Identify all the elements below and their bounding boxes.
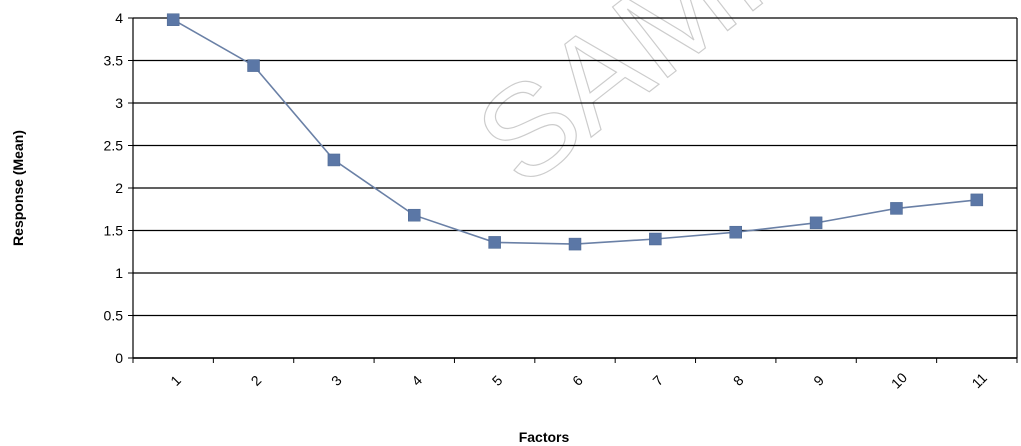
y-tick-labels: 0 0.5 1 1.5 2 2.5 3 3.5 4 xyxy=(104,10,124,366)
data-point-1 xyxy=(166,13,180,26)
data-point-3 xyxy=(327,153,341,167)
y-tick-label-6: 3 xyxy=(115,95,123,111)
x-tick-label-2: 2 xyxy=(248,372,265,389)
y-tick-label-7: 3.5 xyxy=(104,53,124,69)
y-tick-label-0: 0 xyxy=(115,350,123,366)
x-tick-label-10: 10 xyxy=(888,369,910,391)
x-tick-label-8: 8 xyxy=(730,372,747,389)
x-tick-label-7: 7 xyxy=(649,372,666,389)
y-tick-label-3: 1.5 xyxy=(104,223,124,239)
data-point-11 xyxy=(970,193,984,207)
data-point-5 xyxy=(488,236,501,249)
watermark-text: SAMPLE xyxy=(450,0,956,213)
data-point-4 xyxy=(408,208,421,222)
data-point-9 xyxy=(809,216,823,230)
y-tick-label-8: 4 xyxy=(115,10,123,26)
x-tick-label-5: 5 xyxy=(489,372,506,389)
x-tick-label-11: 11 xyxy=(968,370,990,392)
data-point-2 xyxy=(247,59,260,72)
y-tick-label-5: 2.5 xyxy=(104,138,124,154)
gridlines xyxy=(128,17,1018,363)
data-point-7 xyxy=(649,232,662,246)
x-tick-label-3: 3 xyxy=(328,372,345,389)
y-tick-label-4: 2 xyxy=(115,180,123,196)
x-tick-label-1: 1 xyxy=(167,372,184,389)
series-layer xyxy=(166,13,984,251)
x-axis-title: Factors xyxy=(519,429,570,445)
x-tick-label-4: 4 xyxy=(408,372,425,389)
y-axis-title: Response (Mean) xyxy=(10,130,26,246)
data-point-6 xyxy=(568,237,582,251)
data-point-8 xyxy=(729,225,742,239)
x-tick-label-9: 9 xyxy=(810,372,827,389)
data-point-10 xyxy=(890,202,903,215)
x-tick-labels: 1 2 3 4 5 6 7 8 9 10 11 xyxy=(167,369,990,391)
y-tick-label-2: 1 xyxy=(115,265,123,281)
y-tick-label-1: 0.5 xyxy=(104,308,124,324)
x-tick-label-6: 6 xyxy=(569,372,586,389)
